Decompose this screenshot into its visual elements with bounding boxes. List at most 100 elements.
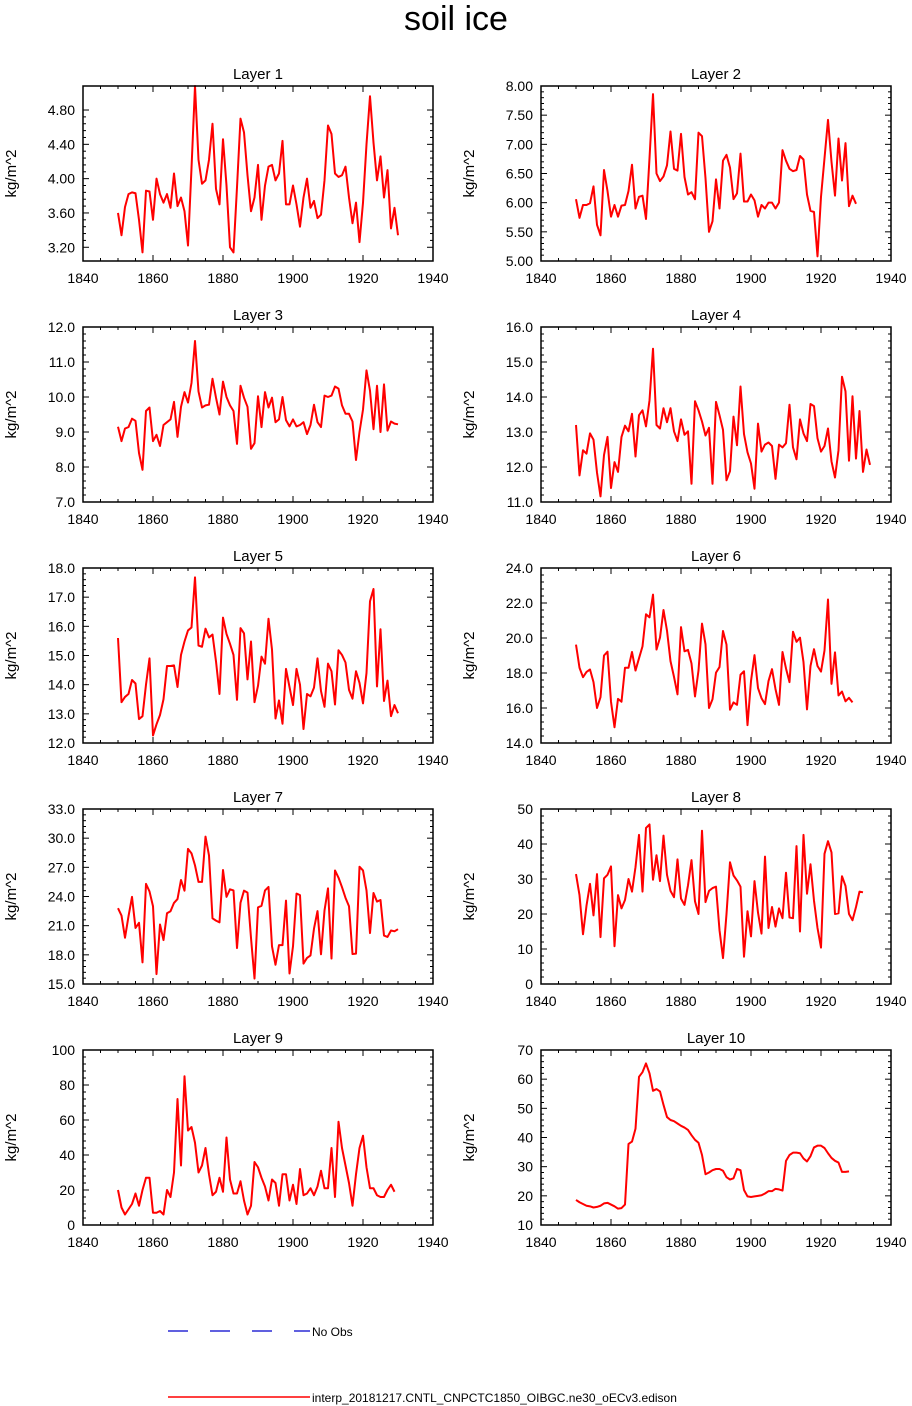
x-tick-label: 1920 [347, 1234, 378, 1250]
y-tick-label: 10 [517, 941, 533, 957]
y-tick-label: 40 [517, 836, 533, 852]
y-tick-label: 20 [59, 1182, 75, 1198]
x-tick-label: 1840 [525, 511, 556, 527]
chart-panel: Layer 10 kg/m^2 1840 1860 1880 1900 1920 1940 10… [461, 1030, 907, 1250]
x-tick-label: 1860 [595, 1234, 626, 1250]
chart-panel: Layer 7 kg/m^2 1840 1860 1880 1900 1920 1940 15.… [3, 789, 449, 1009]
plot-frame [540, 85, 892, 262]
x-tick-label: 1900 [735, 993, 766, 1009]
series-line [575, 93, 857, 258]
x-tick-label: 1900 [277, 270, 308, 286]
y-tick-label: 6.50 [506, 166, 533, 182]
chart-panel: Layer 3 kg/m^2 1840 1860 1880 1900 1920 1940 7.0… [3, 307, 449, 527]
y-tick-label: 0 [525, 976, 533, 992]
y-tick-label: 10.0 [48, 389, 75, 405]
figure-title: soil ice [404, 0, 508, 38]
legend-no-obs-label: No Obs [312, 1325, 353, 1339]
plot-frame [82, 567, 434, 744]
x-tick-label: 1920 [347, 993, 378, 1009]
x-tick-label: 1940 [417, 993, 448, 1009]
y-tick-label: 15.0 [48, 976, 75, 992]
y-tick-label: 12.0 [506, 459, 533, 475]
y-tick-label: 40 [517, 1130, 533, 1146]
plot-frame [540, 808, 892, 985]
x-tick-label: 1920 [805, 993, 836, 1009]
x-tick-label: 1940 [417, 511, 448, 527]
y-tick-label: 5.00 [506, 253, 533, 269]
x-tick-label: 1900 [735, 511, 766, 527]
plot-frame [540, 326, 892, 503]
y-tick-label: 30 [517, 1159, 533, 1175]
panel-title: Layer 10 [687, 1030, 745, 1047]
y-tick-label: 20.0 [506, 630, 533, 646]
x-tick-label: 1940 [875, 752, 906, 768]
y-tick-label: 9.0 [56, 424, 76, 440]
chart-panel: Layer 9 kg/m^2 1840 1860 1880 1900 1920 1940 0 20… [3, 1030, 449, 1250]
x-tick-label: 1880 [207, 1234, 238, 1250]
y-tick-label: 30.0 [48, 830, 75, 846]
y-tick-label: 17.0 [48, 589, 75, 605]
y-tick-label: 10 [517, 1217, 533, 1233]
y-tick-label: 16.0 [506, 700, 533, 716]
series-line [575, 823, 864, 960]
y-axis-label: kg/m^2 [3, 391, 20, 439]
x-tick-label: 1920 [805, 511, 836, 527]
y-tick-label: 50 [517, 1100, 533, 1116]
y-tick-label: 18.0 [506, 665, 533, 681]
y-tick-label: 4.40 [48, 136, 75, 152]
y-tick-label: 7.0 [56, 494, 76, 510]
y-tick-label: 24.0 [506, 560, 533, 576]
y-axis-label: kg/m^2 [461, 150, 478, 198]
y-tick-label: 27.0 [48, 859, 75, 875]
y-tick-label: 60 [517, 1071, 533, 1087]
series-line [575, 1062, 850, 1210]
y-axis-label: kg/m^2 [3, 632, 20, 680]
series-line [575, 593, 854, 729]
y-tick-label: 70 [517, 1042, 533, 1058]
plot-frame [540, 567, 892, 744]
y-axis-label: kg/m^2 [461, 873, 478, 921]
y-tick-label: 4.00 [48, 171, 75, 187]
panel-title: Layer 8 [691, 789, 741, 806]
series-line [117, 1075, 396, 1216]
plot-frame [82, 1049, 434, 1226]
y-tick-label: 14.0 [48, 677, 75, 693]
y-tick-label: 5.50 [506, 224, 533, 240]
x-tick-label: 1900 [277, 511, 308, 527]
x-tick-label: 1840 [525, 1234, 556, 1250]
panel-title: Layer 7 [233, 789, 283, 806]
y-tick-label: 30 [517, 871, 533, 887]
x-tick-label: 1840 [67, 1234, 98, 1250]
x-tick-label: 1940 [875, 1234, 906, 1250]
chart-panels: Layer 1 kg/m^2 1840 1860 1880 1900 1920 1940 3.2… [3, 66, 907, 1250]
series-line [117, 85, 399, 254]
y-tick-label: 50 [517, 801, 533, 817]
y-tick-label: 3.60 [48, 205, 75, 221]
x-tick-label: 1940 [875, 993, 906, 1009]
x-tick-label: 1880 [665, 270, 696, 286]
y-tick-label: 14.0 [506, 735, 533, 751]
x-tick-label: 1900 [735, 1234, 766, 1250]
chart-panel: Layer 4 kg/m^2 1840 1860 1880 1900 1920 1940 11.… [461, 307, 907, 527]
x-tick-label: 1900 [277, 1234, 308, 1250]
series-line [117, 835, 399, 980]
x-tick-label: 1940 [875, 270, 906, 286]
y-tick-label: 33.0 [48, 801, 75, 817]
panel-title: Layer 5 [233, 548, 283, 565]
y-tick-label: 13.0 [48, 706, 75, 722]
x-tick-label: 1840 [67, 270, 98, 286]
x-tick-label: 1880 [207, 270, 238, 286]
y-tick-label: 3.20 [48, 239, 75, 255]
x-tick-label: 1860 [595, 270, 626, 286]
y-tick-label: 20 [517, 1188, 533, 1204]
legend-model-label: interp_20181217.CNTL_CNPCTC1850_OIBGC.ne… [312, 1391, 677, 1405]
panel-title: Layer 4 [691, 307, 741, 324]
plot-frame [82, 326, 434, 503]
x-tick-label: 1840 [525, 752, 556, 768]
y-axis-label: kg/m^2 [461, 391, 478, 439]
y-tick-label: 13.0 [506, 424, 533, 440]
y-tick-label: 8.00 [506, 78, 533, 94]
x-tick-label: 1840 [67, 511, 98, 527]
y-tick-label: 8.0 [56, 459, 76, 475]
x-tick-label: 1940 [417, 1234, 448, 1250]
